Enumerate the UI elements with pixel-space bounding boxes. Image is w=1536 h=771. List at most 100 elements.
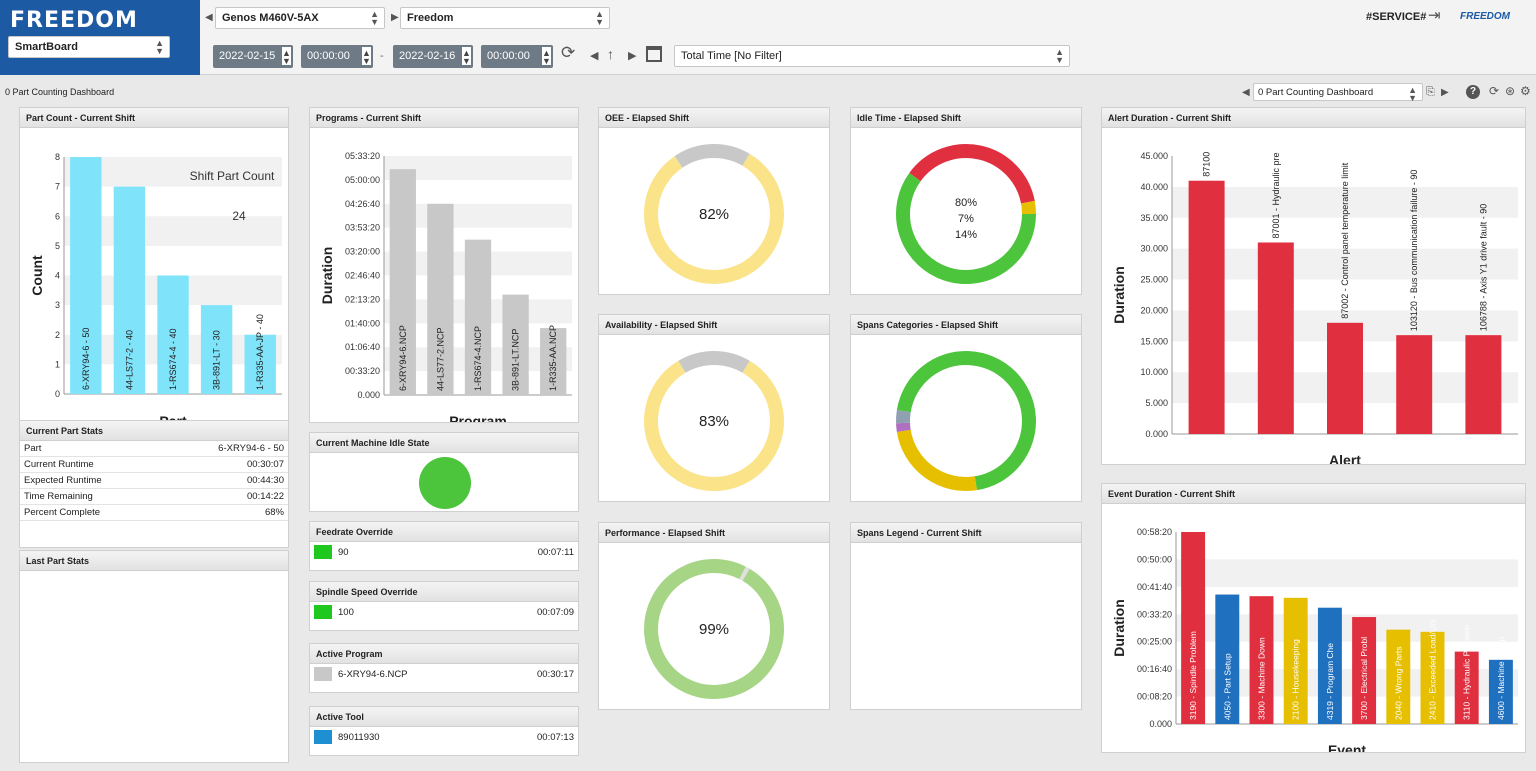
x-axis-label: Part	[159, 413, 187, 420]
y-axis-label: Duration	[1111, 599, 1127, 657]
y-tick-label: 05:33:20	[345, 151, 380, 161]
company-select[interactable]: Freedom ▲ ▼	[400, 7, 610, 29]
board-select-value: SmartBoard	[15, 41, 78, 53]
bar-label: 3300 - Machine Down	[1257, 637, 1267, 720]
bar	[1386, 629, 1411, 724]
settings-icon[interactable]: ⊛	[1505, 84, 1516, 98]
current-part-stats-panel: Current Part Stats Part 6-XRY94-6 - 50 Cur…	[19, 420, 289, 548]
panel-header: Event Duration - Current Shift	[1102, 484, 1525, 504]
bar	[1188, 180, 1225, 434]
forward-icon[interactable]: ▶	[628, 50, 637, 62]
total-count: 24	[232, 209, 246, 223]
active-tool-row: 89011930 00:07:13	[310, 727, 578, 747]
donut-center-label: 82%	[699, 206, 729, 223]
bar-label: 6-XRY94-6.NCP	[398, 325, 408, 391]
panel-header: Alert Duration - Current Shift	[1102, 108, 1525, 128]
y-tick-label: 7	[55, 182, 60, 192]
stat-label: Time Remaining	[24, 491, 93, 502]
y-axis-label: Count	[29, 255, 45, 296]
help-icon[interactable]: ?	[1466, 85, 1480, 99]
dashboard-select[interactable]: 0 Part Counting Dashboard ▲ ▼	[1253, 83, 1423, 103]
bar-label: 103120 - Bus communication failure - 90	[1409, 170, 1419, 332]
range-dash: -	[380, 50, 384, 62]
start-date-value: 2022-02-15	[219, 50, 276, 62]
chevron-right-icon[interactable]: ▶	[1441, 87, 1449, 98]
bar-label: 3700 - Electrical Probl	[1359, 637, 1369, 720]
up-arrow-icon[interactable]: ↑	[607, 46, 614, 62]
stats-list: Part 6-XRY94-6 - 50 Current Runtime 00:30:0…	[20, 441, 288, 521]
bar-label: 1-R335-AA-JP - 40	[255, 314, 265, 390]
bar	[1327, 322, 1363, 434]
start-time-value: 00:00:00	[307, 50, 350, 62]
y-tick-label: 0.000	[1145, 429, 1168, 439]
programs-panel: Programs - Current Shift 0.000 00:33:20 01…	[309, 107, 579, 429]
bar	[1215, 594, 1240, 724]
gear-icon[interactable]: ⚙	[1520, 84, 1531, 98]
company-select-value: Freedom	[407, 12, 454, 24]
y-tick-label: 1	[55, 359, 60, 369]
y-tick-label: 45.000	[1140, 151, 1168, 161]
bar	[389, 169, 416, 395]
end-time-field[interactable]: 00:00:00 ▲ ▼	[481, 45, 553, 68]
time-filter-select[interactable]: Total Time [No Filter] ▲ ▼	[674, 45, 1070, 67]
chevron-right-icon[interactable]: ▶	[391, 12, 399, 23]
bar	[157, 275, 189, 394]
y-tick-label: 5.000	[1145, 398, 1168, 408]
y-tick-label: 00:33:20	[345, 366, 380, 376]
y-axis-label: Duration	[319, 247, 335, 305]
performance-panel: Performance - Elapsed Shift 99%	[598, 522, 830, 710]
bar	[427, 203, 454, 395]
donut-center-label: 83%	[699, 413, 729, 430]
y-tick-label: 0.000	[1149, 719, 1172, 729]
y-tick-label: 4	[55, 271, 60, 281]
dashboard-title: 0 Part Counting Dashboard	[5, 87, 115, 97]
select-arrows-icon: ▲ ▼	[370, 9, 379, 27]
oee-donut: 82%	[644, 144, 784, 284]
spindle-time: 00:07:09	[537, 606, 574, 618]
idle-state-panel: Current Machine Idle State	[309, 432, 579, 512]
back-icon[interactable]: ◀	[590, 50, 599, 62]
stat-value: 68%	[264, 507, 284, 518]
select-arrows-icon: ▲ ▼	[1055, 47, 1064, 65]
bar-label: 3110 - Hydraulic Problem	[1462, 625, 1472, 720]
export-icon[interactable]: ⎘	[1426, 86, 1435, 98]
logout-icon[interactable]: ⇥	[1428, 7, 1441, 24]
feedrate-panel: Feedrate Override 90 00:07:11	[309, 521, 579, 571]
refresh-icon[interactable]: ⟳	[1489, 84, 1500, 98]
dashboard-select-value: 0 Part Counting Dashboard	[1258, 87, 1374, 98]
stat-label: Part	[24, 443, 42, 454]
oee-panel: OEE - Elapsed Shift 82%	[598, 107, 830, 295]
stat-value: 6-XRY94-6 - 50	[218, 443, 284, 454]
donut-slice	[674, 144, 750, 168]
top-toolbar: FREEDOM SmartBoard ▲ ▼ ◀ Genos M460V-5AX …	[0, 0, 1536, 75]
start-time-field[interactable]: 00:00:00 ▲ ▼	[301, 45, 373, 68]
panel-header: Programs - Current Shift	[310, 108, 578, 128]
chevron-left-icon[interactable]: ◀	[205, 12, 213, 23]
machine-select[interactable]: Genos M460V-5AX ▲ ▼	[215, 7, 385, 29]
chevron-left-icon[interactable]: ◀	[1242, 87, 1250, 98]
bar	[1396, 335, 1433, 434]
grid-band	[1176, 559, 1518, 587]
stat-row: Percent Complete 68%	[20, 505, 288, 521]
refresh-icon[interactable]: ⟳	[561, 43, 576, 62]
bar-label: 2100 - Housekeeping	[1291, 639, 1301, 720]
partner-logo: FREEDOM	[1460, 11, 1510, 22]
bar-label: 4050 - Part Setup	[1222, 653, 1232, 720]
active-program-time: 00:30:17	[537, 668, 574, 680]
bar	[1420, 631, 1445, 724]
active-program-panel: Active Program 6-XRY94-6.NCP 00:30:17	[309, 643, 579, 693]
calendar-icon[interactable]	[646, 46, 662, 62]
idle-time-panel: Idle Time - Elapsed Shift 80% 7% 14%	[850, 107, 1082, 295]
feedrate-value: 90	[338, 546, 349, 558]
board-select[interactable]: SmartBoard ▲ ▼	[8, 36, 170, 58]
bar	[540, 328, 567, 395]
end-date-field[interactable]: 2022-02-16 ▲ ▼	[393, 45, 473, 68]
y-tick-label: 0	[55, 389, 60, 399]
donut-slice	[739, 566, 750, 581]
y-tick-label: 8	[55, 152, 60, 162]
donut-slice	[644, 360, 784, 491]
start-date-field[interactable]: 2022-02-15 ▲ ▼	[213, 45, 293, 68]
y-tick-label: 0.000	[357, 390, 380, 400]
spindle-row: 100 00:07:09	[310, 602, 578, 622]
stat-label: Percent Complete	[24, 507, 101, 518]
